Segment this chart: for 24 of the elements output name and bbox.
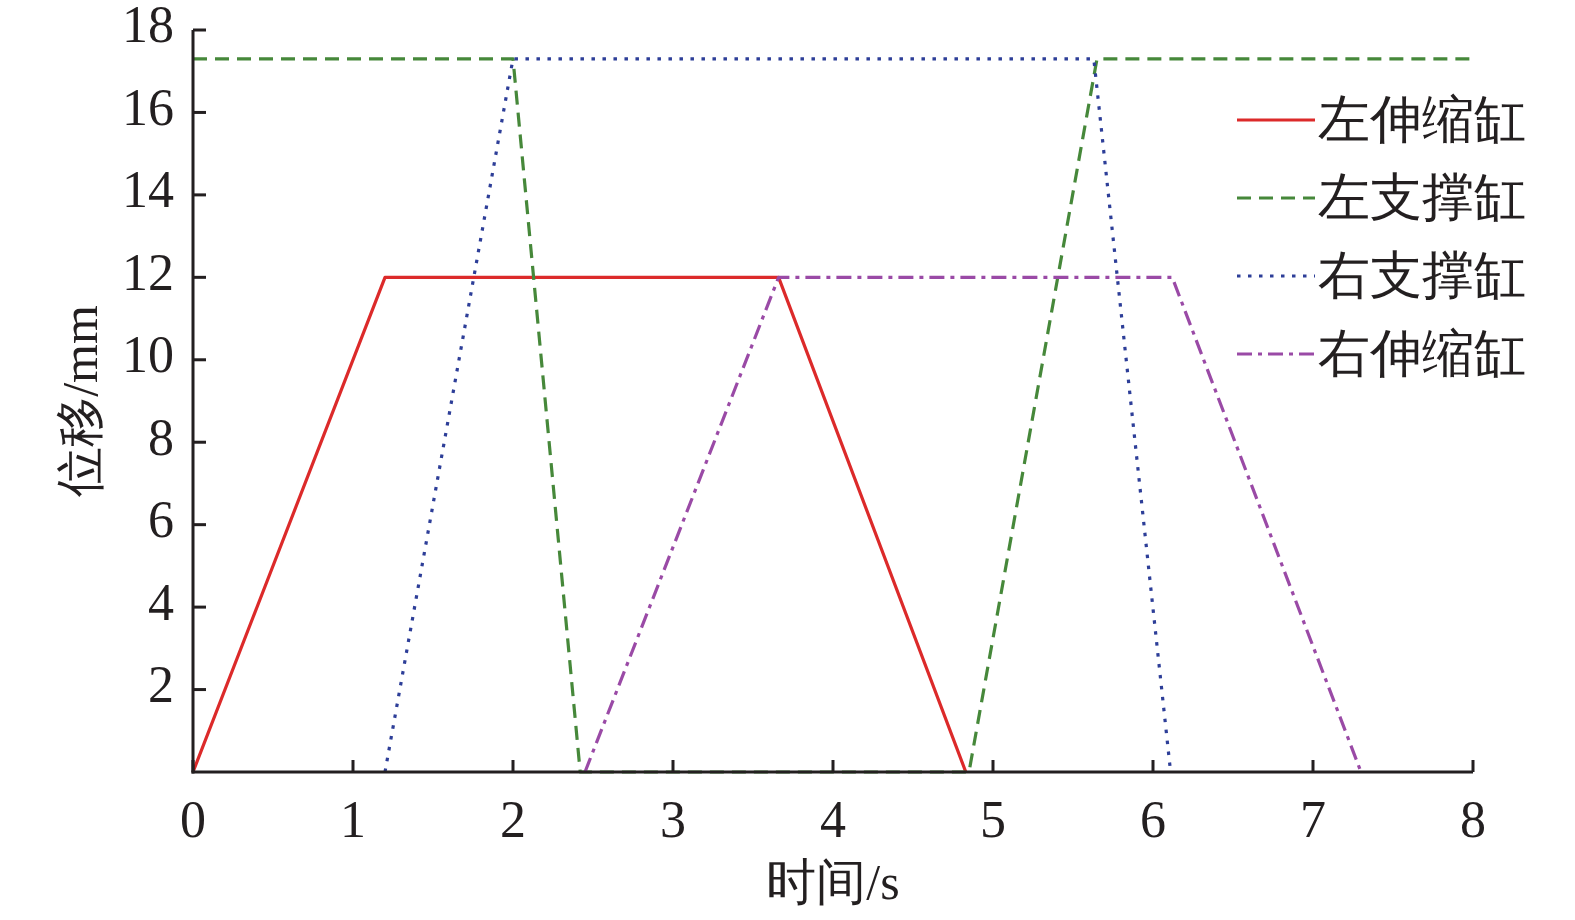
- y-axis-title: 位移/mm: [52, 305, 108, 497]
- x-tick-label: 4: [820, 791, 846, 848]
- x-tick-label: 3: [660, 791, 686, 848]
- y-tick-label: 4: [148, 573, 174, 631]
- y-tick-label: 14: [122, 161, 174, 219]
- x-tick-label: 5: [980, 791, 1006, 848]
- x-tick-label: 2: [500, 791, 526, 848]
- y-tick-label: 8: [148, 408, 174, 466]
- legend-label: 左支撑缸: [1318, 168, 1526, 226]
- y-tick-label: 12: [122, 243, 174, 301]
- y-tick-label: 6: [148, 491, 174, 549]
- x-tick-label: 8: [1460, 791, 1486, 848]
- y-tick-label: 18: [122, 0, 174, 54]
- x-tick-label: 7: [1300, 791, 1326, 848]
- x-tick-label: 0: [180, 791, 206, 848]
- y-tick-label: 10: [122, 326, 174, 384]
- x-tick-label: 1: [340, 791, 366, 848]
- legend-label: 右伸缩缸: [1318, 324, 1526, 382]
- y-tick-label: 2: [148, 656, 174, 714]
- y-tick-label: 16: [122, 78, 174, 136]
- legend-label: 左伸缩缸: [1318, 90, 1526, 148]
- x-axis-title: 时间/s: [766, 854, 900, 910]
- legend-label: 右支撑缸: [1318, 246, 1526, 304]
- x-tick-label: 6: [1140, 791, 1166, 848]
